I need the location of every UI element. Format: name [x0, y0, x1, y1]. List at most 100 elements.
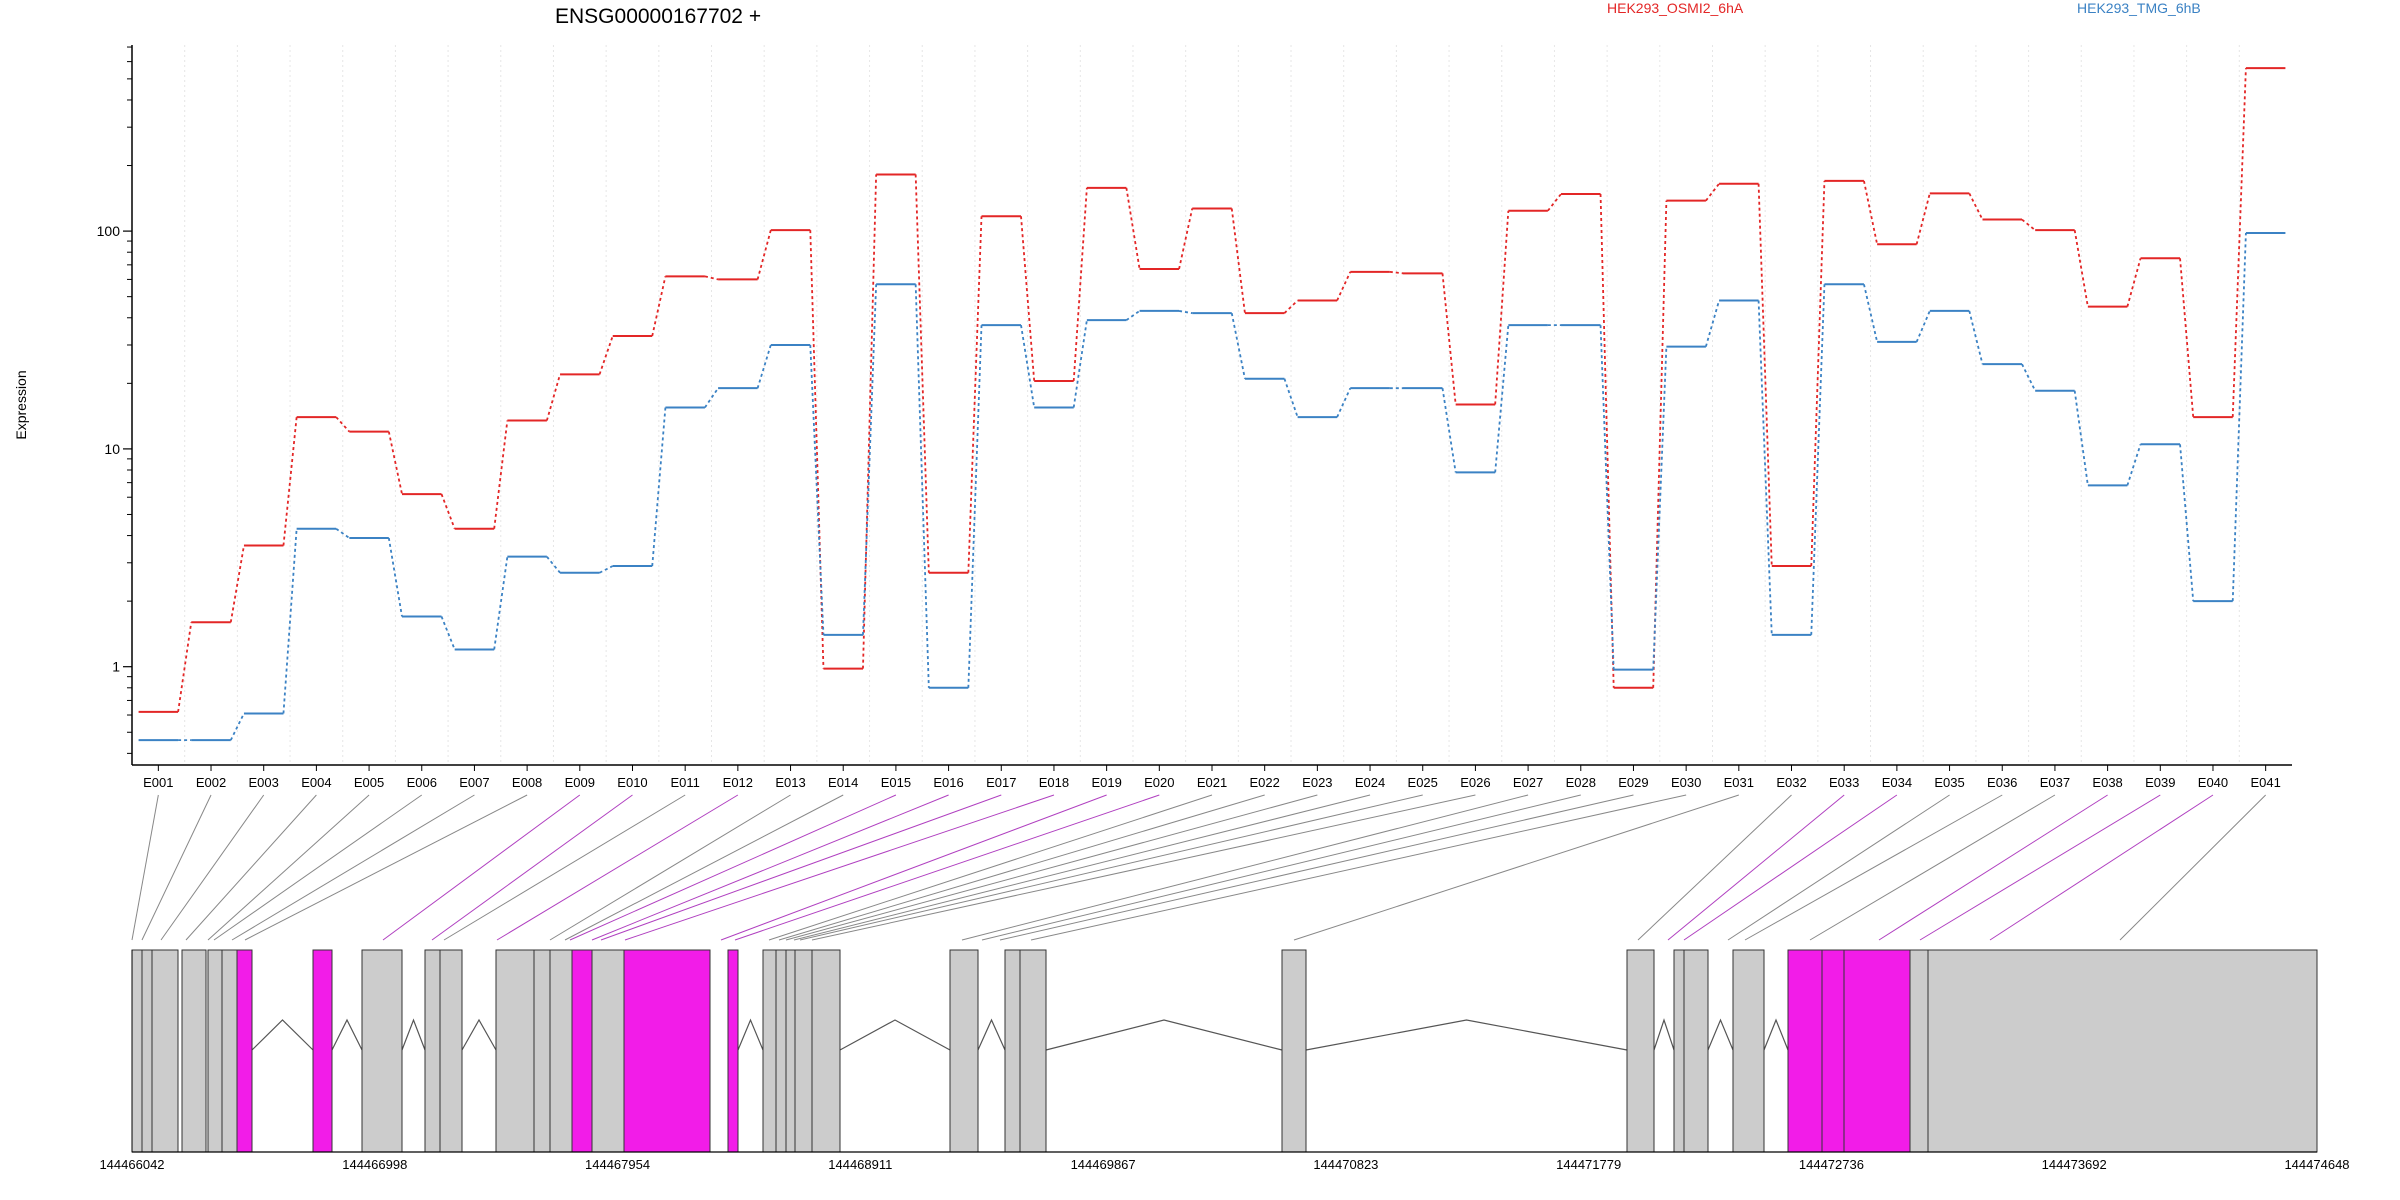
x-tick-label: E020	[1144, 775, 1174, 790]
series-b	[138, 232, 2286, 742]
exon-guide-line	[549, 794, 791, 941]
series-connector	[1968, 192, 1984, 220]
exon-block	[361, 949, 403, 1153]
x-tick-label: E030	[1671, 775, 1701, 790]
series-connector	[2179, 258, 2195, 418]
y-tick-label: 10	[104, 441, 120, 457]
exon-guide-line	[431, 794, 633, 941]
exon-block	[236, 949, 253, 1153]
x-tick-label: E022	[1249, 775, 1279, 790]
series-a	[138, 67, 2286, 713]
exon-guide-line	[1989, 794, 2214, 941]
series-connector	[387, 537, 403, 617]
exon-block	[439, 949, 463, 1153]
exon-guide-line	[1293, 794, 1739, 941]
exon-block	[785, 949, 796, 1153]
intron-line	[1045, 1019, 1283, 1051]
series-connector	[1441, 388, 1457, 473]
exon-block	[221, 949, 238, 1153]
exon-guide-line	[1809, 794, 2056, 941]
x-tick-label: E035	[1934, 775, 1964, 790]
series-connector	[651, 276, 667, 337]
series-connector	[1863, 284, 1878, 343]
series-connector	[1336, 387, 1352, 418]
exon-guide-line	[591, 794, 949, 941]
x-tick-label: E012	[723, 775, 753, 790]
intron-line	[737, 1018, 764, 1051]
coordinate-tick-label: 144471779	[1556, 1157, 1621, 1172]
exon-guide-line	[999, 794, 1634, 941]
intron-line	[331, 1018, 363, 1051]
series-connector	[335, 416, 350, 433]
exon-block	[1626, 949, 1655, 1153]
series-connector	[1283, 378, 1299, 418]
exon-block	[1927, 949, 2318, 1153]
x-tick-label: E026	[1460, 775, 1490, 790]
exon-block	[181, 949, 207, 1153]
x-tick-label: E013	[775, 775, 805, 790]
exon-block	[1019, 949, 1047, 1153]
x-tick-label: E024	[1355, 775, 1385, 790]
x-tick-label: E017	[986, 775, 1016, 790]
series-connector	[1178, 208, 1194, 270]
x-tick-label: E009	[565, 775, 595, 790]
coordinate-tick-label: 144472736	[1799, 1157, 1864, 1172]
series-connector	[967, 325, 983, 688]
exon-block	[312, 949, 333, 1153]
intron-line	[1707, 1018, 1734, 1051]
chart-title: ENSG00000167702 +	[555, 5, 761, 28]
x-tick-label: E036	[1987, 775, 2017, 790]
series-connector	[1178, 310, 1193, 315]
series-connector	[862, 174, 878, 669]
x-tick-label: E005	[354, 775, 384, 790]
y-tick-label: 1	[112, 659, 120, 675]
exon-guide-line	[811, 794, 1476, 941]
y-tick-label: 100	[97, 223, 121, 239]
x-tick-label: E014	[828, 775, 858, 790]
exon-block	[1281, 949, 1307, 1153]
exon-guide-line	[778, 794, 1265, 941]
series-connector	[1863, 180, 1879, 245]
exon-guide-line	[382, 794, 581, 941]
exon-guide-line	[2119, 794, 2267, 941]
series-connector	[2231, 68, 2247, 418]
exon-guide-line	[1637, 794, 1792, 941]
series-connector	[2231, 232, 2247, 602]
x-tick-label: E001	[143, 775, 173, 790]
x-tick-label: E038	[2092, 775, 2122, 790]
x-tick-label: E016	[933, 775, 963, 790]
exon-block	[533, 949, 551, 1153]
intron-line	[1763, 1018, 1789, 1051]
exon-block	[571, 949, 593, 1153]
series-connector	[756, 229, 772, 280]
series-connector	[704, 387, 719, 408]
exon-block	[1673, 949, 1685, 1153]
coordinate-tick-label: 144468911	[828, 1157, 892, 1172]
series-connector	[546, 374, 561, 421]
exon-block	[131, 949, 143, 1153]
intron-line	[1305, 1019, 1628, 1051]
series-connector	[2126, 258, 2142, 307]
exon-guide-line	[799, 794, 1423, 941]
exon-guide-line	[443, 794, 686, 941]
exon-guide-line	[496, 794, 739, 941]
exon-block	[207, 949, 223, 1153]
exon-block	[1732, 949, 1765, 1153]
coordinate-tick-label: 144467954	[585, 1157, 650, 1172]
x-tick-label: E021	[1197, 775, 1227, 790]
intron-line	[839, 1019, 951, 1051]
exon-guide-line	[207, 794, 370, 941]
coordinate-tick-label: 144470823	[1313, 1157, 1378, 1172]
intron-line	[461, 1018, 497, 1051]
exon-guide-line	[1683, 794, 1898, 941]
series-connector	[1915, 193, 1931, 245]
series-connector	[1810, 180, 1826, 567]
series-connector	[1389, 270, 1404, 275]
exon-guide-line	[1744, 794, 2003, 941]
series-connector	[756, 344, 772, 389]
exon-block	[591, 949, 625, 1153]
x-tick-label: E006	[407, 775, 437, 790]
exon-block	[794, 949, 813, 1153]
exon-block	[151, 949, 179, 1153]
exon-guide-line	[213, 794, 423, 941]
